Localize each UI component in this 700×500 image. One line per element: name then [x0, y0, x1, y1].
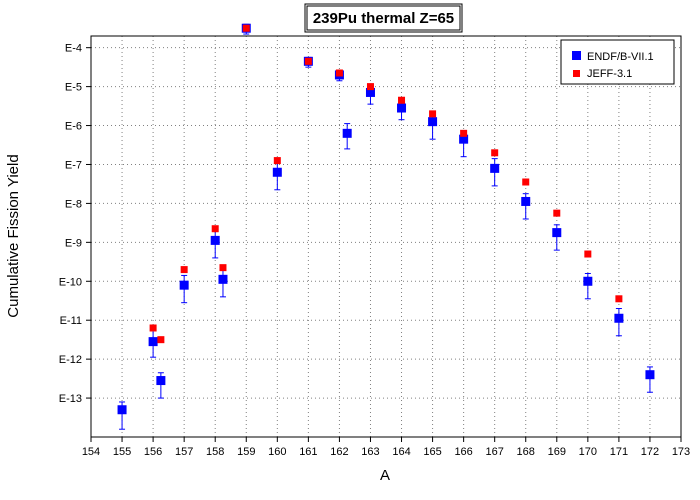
- y-tick-label: E-13: [59, 393, 82, 405]
- series-endf: [117, 23, 655, 430]
- point-endf: [521, 196, 531, 206]
- chart-title: 239Pu thermal Z=65: [304, 3, 463, 33]
- x-tick-label: 161: [299, 446, 317, 458]
- point-jeff: [219, 264, 227, 272]
- point-jeff: [304, 57, 312, 65]
- point-endf: [365, 87, 375, 97]
- x-tick-label: 160: [268, 446, 286, 458]
- point-jeff: [273, 157, 281, 165]
- legend-label-endf: ENDF/B-VII.1: [587, 51, 654, 63]
- y-tick-label: E-9: [65, 237, 82, 249]
- point-endf: [342, 128, 352, 138]
- point-jeff: [615, 295, 623, 303]
- x-tick-label: 171: [610, 446, 628, 458]
- x-tick-label: 154: [82, 446, 100, 458]
- point-jeff: [553, 209, 561, 217]
- point-endf: [148, 337, 158, 347]
- point-endf: [583, 276, 593, 286]
- legend-marker-endf: [572, 51, 581, 60]
- y-tick-label: E-11: [60, 315, 82, 327]
- grid: [91, 36, 681, 437]
- point-endf: [397, 103, 407, 113]
- legend: ENDF/B-VII.1 JEFF-3.1: [560, 39, 675, 85]
- x-tick-label: 172: [641, 446, 659, 458]
- point-jeff: [242, 24, 250, 32]
- x-tick-label: 158: [206, 446, 224, 458]
- point-endf: [156, 376, 166, 386]
- point-jeff: [211, 225, 219, 233]
- legend-label-jeff: JEFF-3.1: [587, 68, 632, 80]
- y-tick-label: E-6: [65, 121, 82, 133]
- x-tick-label: 165: [423, 446, 441, 458]
- x-tick-label: 164: [392, 446, 410, 458]
- series-jeff: [149, 24, 623, 344]
- title-box: [304, 3, 463, 33]
- x-tick-label: 167: [486, 446, 504, 458]
- point-endf: [614, 313, 624, 323]
- point-jeff: [460, 129, 468, 137]
- x-tick-label: 155: [113, 446, 131, 458]
- y-tick-label: E-12: [59, 354, 82, 366]
- legend-marker-jeff: [573, 70, 580, 77]
- legend-box: [560, 39, 675, 85]
- x-tick-label: 173: [672, 446, 690, 458]
- point-jeff: [491, 149, 499, 157]
- x-axis-title: A: [380, 467, 390, 484]
- y-tick-label: E-10: [59, 276, 82, 288]
- title-text: 239Pu thermal Z=65: [313, 10, 454, 27]
- x-tick-label: 168: [517, 446, 535, 458]
- x-tick-label: 163: [361, 446, 379, 458]
- y-tick-label: E-8: [65, 198, 82, 210]
- data-series: [117, 23, 655, 430]
- y-tick-label: E-4: [65, 43, 82, 55]
- point-endf: [210, 235, 220, 245]
- axis-ticks: 154 155 156 157 158 159 160 161 162 163 164 165 166 1…: [59, 43, 690, 458]
- x-tick-label: 156: [144, 446, 162, 458]
- x-tick-label: 162: [330, 446, 348, 458]
- title-box-inner: [306, 5, 461, 31]
- y-axis-title: Cumulative Fission Yield: [5, 154, 22, 317]
- plot-area-frame: [90, 35, 682, 438]
- point-endf: [218, 274, 228, 284]
- x-tick-label: 157: [175, 446, 193, 458]
- point-endf: [272, 167, 282, 177]
- x-tick-label: 159: [237, 446, 255, 458]
- point-jeff: [584, 250, 592, 258]
- point-endf: [117, 405, 127, 415]
- x-tick-label: 166: [454, 446, 472, 458]
- point-jeff: [366, 83, 374, 91]
- point-endf: [490, 163, 500, 173]
- y-tick-label: E-5: [65, 82, 82, 94]
- point-endf: [552, 228, 562, 238]
- point-jeff: [180, 266, 188, 274]
- point-jeff: [149, 324, 157, 332]
- point-jeff: [335, 69, 343, 77]
- y-tick-label: E-7: [65, 159, 82, 171]
- x-tick-label: 169: [548, 446, 566, 458]
- point-jeff: [522, 178, 530, 186]
- point-endf: [645, 370, 655, 380]
- point-endf: [459, 134, 469, 144]
- x-tick-label: 170: [579, 446, 597, 458]
- point-endf: [428, 117, 438, 127]
- point-jeff: [398, 96, 406, 104]
- point-endf: [179, 280, 189, 290]
- point-jeff: [429, 110, 437, 118]
- point-jeff: [157, 336, 165, 344]
